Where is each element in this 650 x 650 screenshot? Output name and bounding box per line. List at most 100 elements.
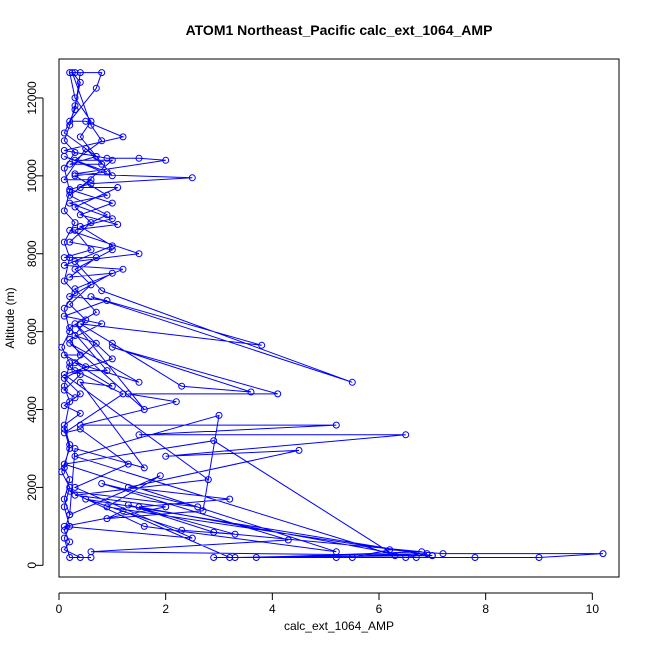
data-point [71, 289, 79, 297]
y-tick-label: 2000 [25, 474, 39, 501]
data-point [87, 293, 95, 301]
data-point [71, 445, 79, 452]
data-point [66, 511, 74, 519]
data-point [71, 203, 79, 211]
data-point [58, 468, 66, 476]
data-point [60, 129, 68, 137]
data-point [66, 324, 74, 332]
data-point [98, 287, 106, 295]
data-point [439, 550, 447, 558]
x-axis: 0 2 4 6 8 10 [56, 592, 599, 616]
data-point [66, 199, 74, 207]
data-point [60, 164, 68, 172]
data-point [60, 522, 68, 530]
data-point [199, 507, 207, 515]
data-point [87, 117, 95, 125]
data-point [60, 304, 68, 312]
data-point [66, 187, 74, 195]
data-point [162, 503, 170, 511]
data-point [87, 180, 95, 188]
data-point [66, 300, 74, 308]
data-point [76, 421, 84, 429]
data-point [71, 149, 79, 156]
data-point [231, 554, 239, 561]
data-point [60, 503, 68, 511]
data-point [82, 363, 90, 371]
data-point [178, 526, 186, 534]
data-point [66, 328, 74, 336]
data-point [418, 548, 426, 556]
data-point [124, 460, 132, 468]
data-point [178, 382, 186, 390]
data-point [140, 464, 148, 472]
data-point [60, 254, 68, 262]
data-point [71, 394, 79, 402]
data-point [108, 172, 116, 180]
data-point [87, 281, 95, 289]
data-point [252, 554, 260, 561]
data-point [108, 156, 116, 164]
data-point [66, 554, 74, 561]
data-point [76, 211, 84, 219]
data-point [60, 402, 68, 410]
data-point [348, 378, 356, 386]
data-point [60, 137, 68, 145]
data-point [60, 460, 68, 468]
data-point [60, 546, 68, 554]
data-point [92, 84, 100, 92]
y-tick-label: 12000 [25, 81, 39, 115]
data-point [332, 548, 340, 556]
data-point [412, 554, 420, 561]
data-point [66, 273, 74, 281]
data-point [60, 495, 68, 503]
y-axis-label: Altitude (m) [3, 287, 17, 348]
data-point [124, 501, 132, 509]
data-point [332, 421, 340, 429]
data-point [226, 554, 234, 561]
data-point [71, 106, 79, 114]
data-point [76, 378, 84, 386]
data-point [60, 261, 68, 269]
data-point [60, 526, 68, 534]
y-tick-label: 8000 [25, 240, 39, 267]
data-point [60, 429, 68, 437]
data-point [258, 341, 266, 349]
data-point [103, 367, 111, 375]
data-point [66, 445, 74, 452]
data-point [428, 552, 436, 560]
data-point [66, 238, 74, 246]
data-point [71, 258, 79, 265]
data-point [135, 154, 143, 162]
data-point [87, 554, 95, 561]
data-point [210, 437, 218, 445]
data-point [140, 522, 148, 530]
data-point [108, 215, 116, 223]
plot-area [58, 69, 607, 561]
data-point [124, 483, 132, 491]
data-point [71, 226, 79, 234]
data-point [71, 332, 79, 339]
data-point [402, 431, 410, 439]
data-point [82, 117, 90, 125]
data-point [71, 320, 79, 328]
data-point [71, 170, 79, 178]
data-point [66, 363, 74, 371]
x-tick-label: 4 [269, 602, 276, 616]
data-point [66, 293, 74, 301]
data-point [71, 285, 79, 293]
data-point [68, 69, 76, 77]
data-point [60, 277, 68, 285]
x-tick-label: 8 [482, 602, 489, 616]
data-point [135, 431, 143, 439]
data-point [87, 176, 95, 184]
data-point [87, 219, 95, 227]
data-point [402, 554, 410, 561]
data-point [98, 160, 106, 168]
data-point [60, 371, 68, 378]
data-point [71, 359, 79, 367]
data-point [215, 411, 223, 419]
data-point [60, 425, 68, 433]
data-point [103, 297, 111, 304]
data-point [172, 398, 180, 406]
